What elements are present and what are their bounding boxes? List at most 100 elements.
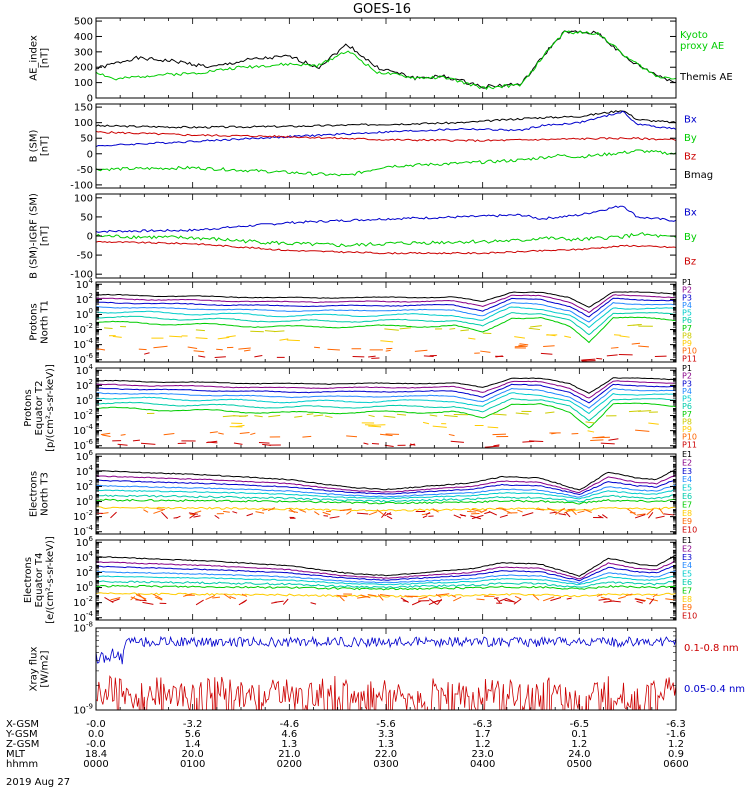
- flux-dash-P8: [368, 414, 375, 418]
- flux-dash-E9: [517, 509, 523, 513]
- flux-dash-P10: [480, 350, 491, 353]
- ephemeris-value: 0.9: [668, 749, 684, 760]
- flux-dash-E9: [625, 593, 633, 597]
- flux-dash-E9: [570, 508, 577, 516]
- channel-legend-label: P6: [682, 402, 692, 411]
- flux-dash-P9: [468, 337, 476, 340]
- flux-dash-E10: [104, 597, 114, 604]
- flux-dash-P10: [218, 432, 224, 435]
- flux-dash-E10: [550, 597, 562, 602]
- flux-dash-E9: [153, 509, 164, 514]
- y-axis-label-line: Electrons: [23, 557, 34, 603]
- flux-dash-E9: [646, 508, 654, 516]
- ephemeris-value: -0.0: [86, 739, 106, 750]
- ephemeris-value: 1.7: [475, 729, 491, 740]
- flux-dash-E10: [603, 600, 615, 603]
- flux-dash-E10: [241, 600, 246, 604]
- panel-plot-area: [96, 291, 676, 362]
- flux-dash-E10: [193, 515, 201, 518]
- series-line-kyoto-proxy-ae: [96, 30, 676, 90]
- flux-dash-P9: [648, 422, 659, 425]
- y-axis-label-line: North T1: [40, 300, 51, 344]
- ephemeris-value: 3.3: [378, 729, 394, 740]
- flux-dash-P10: [414, 349, 428, 352]
- flux-dash-E9: [451, 594, 457, 598]
- flux-dash-E9: [262, 508, 268, 511]
- flux-dash-E9: [299, 509, 307, 513]
- channel-legend-label: P9: [682, 425, 692, 434]
- y-tick-exponent: -2: [86, 408, 93, 416]
- flux-dash-E9: [376, 509, 384, 515]
- y-tick-label: 10-8: [73, 621, 93, 635]
- channel-legend-label: E5: [682, 570, 692, 579]
- flux-dash-P8: [399, 327, 412, 330]
- flux-dash-E10: [634, 598, 645, 602]
- flux-line-P1: [96, 291, 676, 308]
- flux-dash-P8: [273, 330, 285, 333]
- y-tick-label: 104: [76, 464, 94, 478]
- flux-dash-E10: [566, 597, 572, 600]
- y-axis-label-line: B (SM)-IGRF (SM): [29, 193, 40, 279]
- flux-dash-E10: [505, 597, 516, 603]
- flux-dash-P11: [368, 355, 376, 358]
- series-line-bz: [96, 130, 676, 143]
- y-tick-exponent: 0: [89, 393, 93, 401]
- y-axis-label-line: Equator T2: [34, 381, 45, 436]
- flux-line-E1: [96, 468, 676, 491]
- channel-legend-label: E10: [682, 526, 697, 535]
- ephemeris-value: 0.0: [88, 729, 104, 740]
- y-axis-label-line: Xray flux: [29, 647, 40, 692]
- channel-legend-label: P8: [682, 417, 692, 426]
- flux-dash-E10: [513, 598, 522, 605]
- flux-line-E4: [96, 484, 676, 498]
- flux-dash-P11: [371, 442, 380, 445]
- flux-dash-E9: [646, 597, 658, 602]
- channel-legend-label: E4: [682, 475, 692, 484]
- flux-dash-P11: [582, 358, 596, 361]
- panel-plot-area: [96, 635, 676, 710]
- flux-line-P1: [96, 377, 676, 394]
- panel-frame: [95, 193, 677, 279]
- flux-dash-P10: [163, 433, 175, 436]
- y-tick-label: 0: [87, 232, 93, 243]
- y-tick-exponent: 6: [89, 449, 94, 457]
- y-tick-exponent: 4: [89, 277, 94, 285]
- y-tick-label: 100: [76, 580, 93, 594]
- flux-line-E6: [96, 494, 676, 503]
- flux-dash-P10: [96, 348, 106, 351]
- channel-legend-label: P4: [682, 301, 692, 310]
- flux-dash-P9: [422, 421, 430, 425]
- ephemeris-value: 24.0: [568, 749, 590, 760]
- channel-legend-label: P11: [682, 440, 697, 449]
- y-tick-label: 10-2: [73, 595, 93, 609]
- flux-dash-E9: [466, 510, 477, 513]
- flux-dash-P8: [515, 412, 529, 415]
- flux-dash-P10: [543, 345, 555, 348]
- flux-dash-E10: [400, 597, 409, 603]
- panel-frame: [95, 627, 677, 711]
- channel-legend-label: E8: [682, 595, 692, 604]
- flux-dash-P10: [385, 349, 391, 352]
- flux-line-E5: [96, 488, 676, 500]
- flux-dash-E9: [480, 509, 488, 514]
- y-tick-label: 102: [76, 479, 93, 493]
- flux-dash-P10: [314, 346, 320, 349]
- channel-legend-label: E5: [682, 484, 692, 493]
- flux-dash-P10: [239, 432, 250, 434]
- channel-legend-label: P6: [682, 316, 692, 325]
- channel-legend-label: E9: [682, 517, 692, 526]
- ephemeris-value: 0100: [180, 759, 205, 770]
- y-tick-exponent: -4: [86, 610, 94, 618]
- series-line-by: [96, 149, 676, 177]
- y-tick-exponent: 0: [89, 580, 93, 588]
- flux-dash-P11: [132, 439, 140, 442]
- flux-dash-P8: [294, 415, 303, 418]
- channel-legend-label: E6: [682, 578, 692, 587]
- y-axis-label-line: [nT]: [40, 48, 51, 68]
- y-tick-exponent: 2: [89, 378, 93, 386]
- flux-dash-E9: [223, 510, 230, 513]
- flux-dash-P9: [112, 335, 122, 338]
- flux-dash-P9: [235, 424, 245, 428]
- flux-dash-P9: [564, 335, 572, 339]
- flux-dash-E9: [130, 596, 136, 601]
